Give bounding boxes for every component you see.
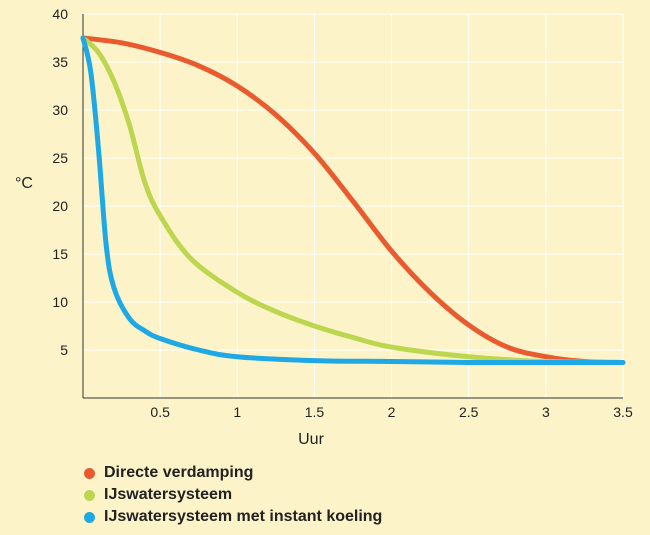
y-tick-label: 20 <box>52 198 68 214</box>
legend-item-directe-verdamping[interactable]: Directe verdamping <box>84 462 382 484</box>
y-tick-label: 35 <box>52 54 68 70</box>
y-tick-label: 25 <box>52 150 68 166</box>
y-tick-label: 10 <box>52 294 68 310</box>
series-lines <box>80 35 626 366</box>
legend-swatch <box>84 467 95 479</box>
x-tick-label: 1.5 <box>305 404 325 420</box>
legend-label: IJswatersysteem <box>104 486 233 503</box>
series-line-1 <box>80 35 626 365</box>
grid <box>83 13 624 398</box>
series-line-0 <box>80 35 626 365</box>
legend-label: Directe verdamping <box>104 464 254 481</box>
y-tick-label: 30 <box>52 102 68 118</box>
x-tick-label: 0.5 <box>150 404 170 420</box>
legend-item-ijswatersysteem[interactable]: IJswatersysteem <box>84 484 382 506</box>
y-axis-label: °C <box>15 175 33 192</box>
series-line-2 <box>80 35 626 366</box>
x-tick-label: 1 <box>233 404 241 420</box>
x-tick-labels: 0.5 1 1.5 2 2.5 3 3.5 <box>150 404 633 420</box>
legend-swatch <box>84 511 95 523</box>
legend-label: IJswatersysteem met instant koeling <box>104 508 383 525</box>
y-tick-label: 40 <box>52 6 68 22</box>
x-axis-label: Uur <box>298 431 324 448</box>
y-tick-label: 5 <box>60 342 68 358</box>
legend: Directe verdamping IJswatersysteem IJswa… <box>84 462 382 528</box>
x-tick-label: 2.5 <box>459 404 479 420</box>
x-tick-label: 3 <box>542 404 550 420</box>
legend-item-ijswatersysteem-instant[interactable]: IJswatersysteem met instant koeling <box>84 506 382 528</box>
y-tick-labels: 5 10 15 20 25 30 35 40 <box>52 6 68 358</box>
legend-swatch <box>84 489 95 501</box>
x-tick-label: 2 <box>388 404 396 420</box>
y-tick-label: 15 <box>52 246 68 262</box>
x-tick-label: 3.5 <box>613 404 633 420</box>
